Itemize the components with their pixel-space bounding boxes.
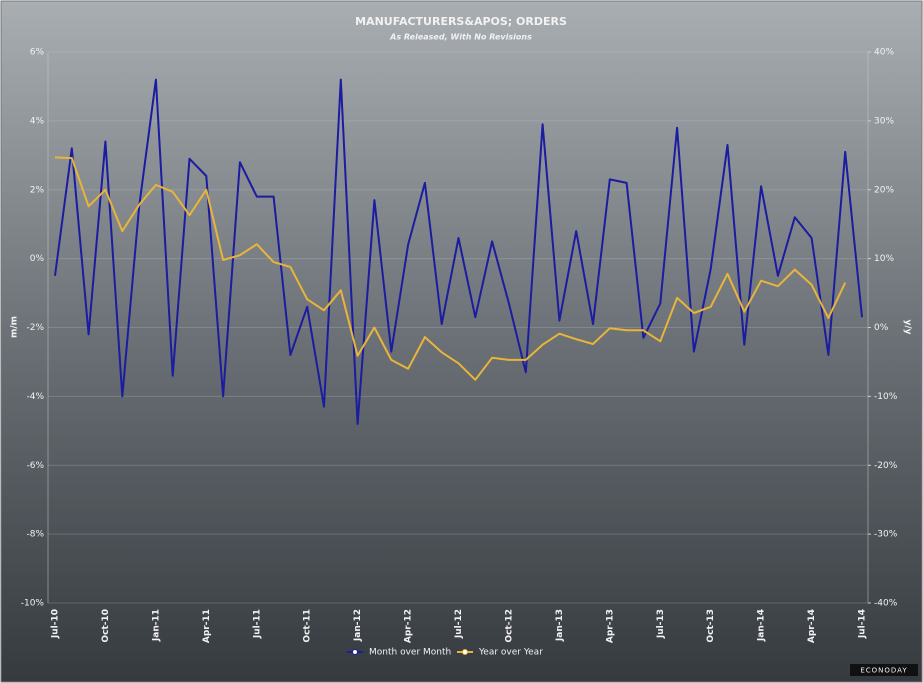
- x-tick-label: Apr-11: [202, 609, 212, 643]
- y-tick-label: 2%: [30, 185, 45, 195]
- x-tick-label: Jan-13: [555, 609, 565, 642]
- x-tick-label: Oct-13: [706, 609, 716, 643]
- x-tick-label: Jan-12: [353, 609, 363, 642]
- y2-tick-label: 20%: [874, 185, 894, 195]
- logo-box: [850, 664, 918, 676]
- legend-label: Year over Year: [478, 648, 543, 658]
- y2-tick-label: 10%: [874, 254, 894, 264]
- y-tick-label: -8%: [26, 530, 44, 540]
- y2-tick-label: 30%: [874, 116, 894, 126]
- x-tick-label: Jul-12: [454, 609, 464, 639]
- y2-tick-label: 0%: [874, 323, 889, 333]
- x-tick-label: Jan-14: [757, 609, 767, 642]
- y2-axis-label: y/y: [903, 319, 913, 334]
- x-tick-label: Apr-14: [807, 609, 817, 643]
- legend-marker: [462, 649, 468, 655]
- y2-tick-label: 40%: [874, 48, 894, 58]
- y-tick-label: 0%: [30, 254, 45, 264]
- x-tick-label: Oct-11: [303, 609, 313, 643]
- y-tick-label: 4%: [30, 116, 45, 126]
- y-tick-label: -10%: [21, 599, 45, 609]
- chart-subtitle: As Released, With No Revisions: [389, 33, 532, 42]
- x-tick-label: Jul-13: [656, 609, 666, 639]
- y2-tick-label: -30%: [874, 530, 898, 540]
- x-tick-label: Oct-10: [101, 609, 111, 643]
- y-tick-label: -4%: [26, 392, 44, 402]
- y-tick-label: -2%: [26, 323, 44, 333]
- y-tick-label: 6%: [30, 48, 45, 58]
- legend-marker: [352, 649, 358, 655]
- x-tick-label: Jul-10: [51, 609, 61, 639]
- chart-title: MANUFACTURERS&APOS; ORDERS: [355, 15, 567, 28]
- x-tick-label: Jul-11: [252, 609, 262, 639]
- x-tick-label: Apr-13: [605, 609, 615, 643]
- legend-label: Month over Month: [369, 648, 451, 658]
- y-axis-label: m/m: [10, 316, 20, 338]
- y2-tick-label: -20%: [874, 461, 898, 471]
- x-tick-label: Apr-12: [404, 609, 414, 643]
- x-tick-label: Jul-14: [858, 609, 868, 639]
- x-tick-label: Jan-11: [151, 609, 161, 642]
- logo: ECONODAY: [860, 667, 907, 675]
- series-line: [54, 156, 847, 381]
- x-tick-label: Oct-12: [504, 609, 514, 643]
- y2-tick-label: -40%: [874, 599, 898, 609]
- y2-tick-label: -10%: [874, 392, 898, 402]
- y-tick-label: -6%: [26, 461, 44, 471]
- series-line: [54, 78, 863, 425]
